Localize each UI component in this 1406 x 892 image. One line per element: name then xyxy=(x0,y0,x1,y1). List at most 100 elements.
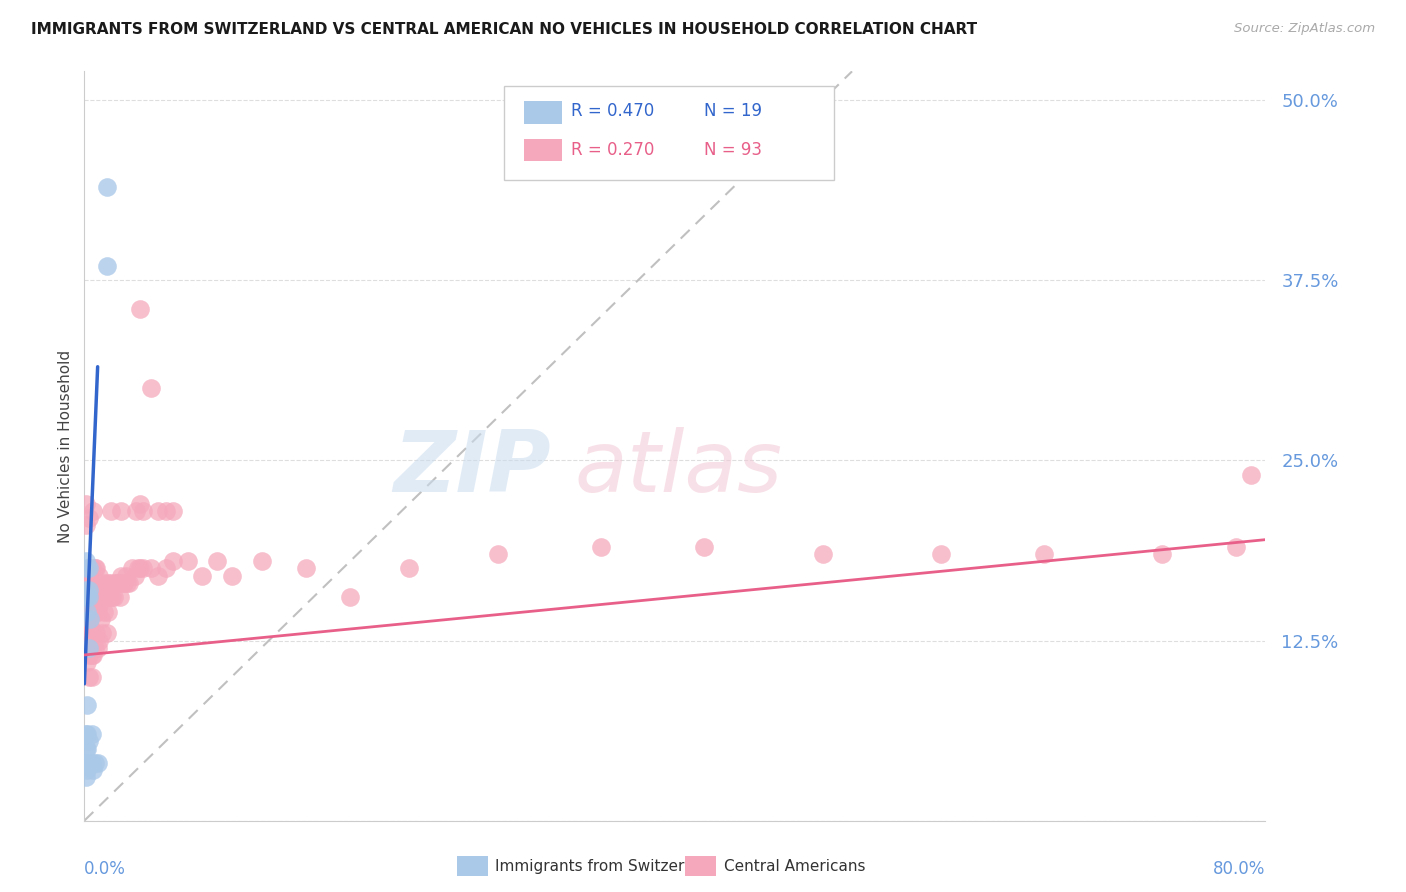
Point xyxy=(80,561,103,575)
Point xyxy=(77,583,100,598)
Point xyxy=(101,591,124,605)
Point xyxy=(105,575,128,590)
Point xyxy=(75,583,97,598)
Point xyxy=(132,561,155,575)
Point xyxy=(103,591,125,605)
Point xyxy=(121,561,143,575)
Point xyxy=(96,591,118,605)
Point xyxy=(87,633,111,648)
Point xyxy=(79,612,101,626)
Point xyxy=(77,640,100,655)
Point xyxy=(486,547,509,561)
Point xyxy=(86,605,108,619)
Point xyxy=(82,763,104,777)
Point xyxy=(80,669,103,683)
Point xyxy=(76,612,98,626)
Text: Immigrants from Switzerland: Immigrants from Switzerland xyxy=(495,859,717,873)
Point xyxy=(77,591,100,605)
Point xyxy=(77,511,100,525)
Point xyxy=(339,591,361,605)
Point xyxy=(80,727,103,741)
Point xyxy=(80,756,103,770)
Point xyxy=(93,605,115,619)
Point xyxy=(811,547,834,561)
Point xyxy=(75,591,97,605)
Point xyxy=(80,605,103,619)
Point xyxy=(86,640,108,655)
Point xyxy=(148,568,170,582)
Point xyxy=(1240,467,1263,482)
Point xyxy=(107,575,129,590)
Point xyxy=(90,583,112,598)
Point xyxy=(86,756,108,770)
Point xyxy=(110,568,132,582)
Point xyxy=(84,626,107,640)
Point xyxy=(77,756,100,770)
Point xyxy=(108,591,131,605)
Point xyxy=(77,561,100,575)
Point xyxy=(124,568,146,582)
Text: IMMIGRANTS FROM SWITZERLAND VS CENTRAL AMERICAN NO VEHICLES IN HOUSEHOLD CORRELA: IMMIGRANTS FROM SWITZERLAND VS CENTRAL A… xyxy=(31,22,977,37)
Point xyxy=(75,741,97,756)
Point xyxy=(77,583,100,598)
Text: N = 19: N = 19 xyxy=(704,102,762,120)
Point xyxy=(125,504,148,518)
Point xyxy=(76,655,98,669)
Point xyxy=(75,626,97,640)
Point xyxy=(98,591,121,605)
Point xyxy=(1225,540,1247,554)
Point xyxy=(77,605,100,619)
Point xyxy=(114,568,136,582)
Point xyxy=(75,727,97,741)
Point xyxy=(87,598,111,612)
Text: Central Americans: Central Americans xyxy=(724,859,866,873)
Point xyxy=(94,591,117,605)
Point xyxy=(76,605,98,619)
Point xyxy=(100,504,122,518)
Point xyxy=(110,504,132,518)
Point xyxy=(75,612,97,626)
Point xyxy=(129,302,152,317)
Point xyxy=(76,561,98,575)
Point xyxy=(83,640,105,655)
Point xyxy=(91,591,114,605)
Point xyxy=(80,583,103,598)
Point xyxy=(84,591,107,605)
Point xyxy=(96,179,118,194)
Point xyxy=(75,756,97,770)
Point xyxy=(75,518,97,533)
Point xyxy=(75,771,97,785)
Bar xyxy=(523,139,561,161)
Bar xyxy=(523,102,561,124)
Point xyxy=(90,612,112,626)
Point xyxy=(221,568,243,582)
Point xyxy=(77,669,100,683)
Point xyxy=(148,504,170,518)
Text: Source: ZipAtlas.com: Source: ZipAtlas.com xyxy=(1234,22,1375,36)
Point xyxy=(75,591,97,605)
Point xyxy=(96,626,118,640)
Point xyxy=(162,554,184,568)
Point xyxy=(77,734,100,748)
Text: 0.0%: 0.0% xyxy=(84,860,127,878)
Point xyxy=(84,561,107,575)
Point xyxy=(75,497,97,511)
Point xyxy=(82,504,104,518)
Point xyxy=(83,561,105,575)
Point xyxy=(77,561,100,575)
Point xyxy=(97,605,120,619)
Point xyxy=(591,540,613,554)
Point xyxy=(97,575,120,590)
Point xyxy=(77,626,100,640)
Y-axis label: No Vehicles in Household: No Vehicles in Household xyxy=(58,350,73,542)
Point xyxy=(118,575,141,590)
Point xyxy=(250,554,273,568)
Point xyxy=(91,626,114,640)
Point xyxy=(79,575,101,590)
Point xyxy=(112,575,135,590)
Point xyxy=(82,626,104,640)
Point xyxy=(82,591,104,605)
Point xyxy=(96,259,118,273)
Point xyxy=(75,640,97,655)
Point xyxy=(398,561,420,575)
